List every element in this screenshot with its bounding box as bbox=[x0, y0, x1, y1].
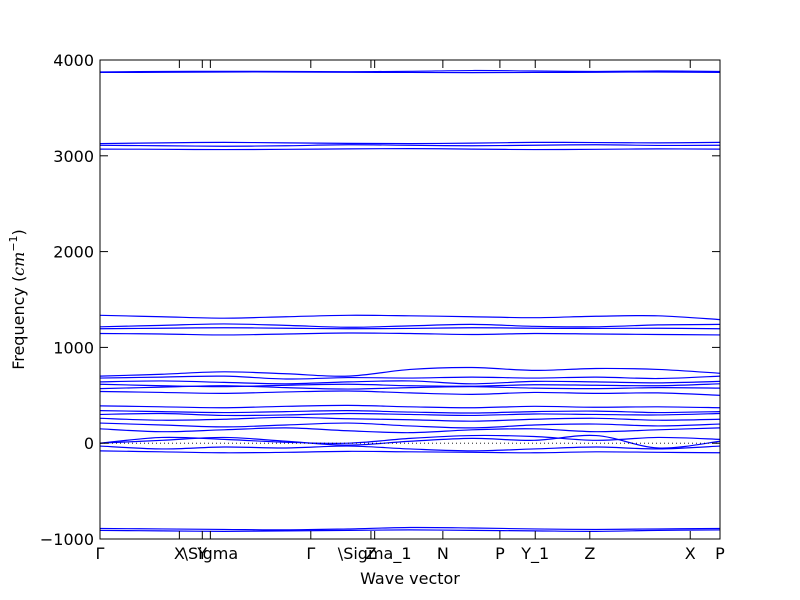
band-line-27 bbox=[99, 529, 721, 532]
band-line-16 bbox=[99, 404, 721, 409]
y-tick-label: −1000 bbox=[40, 530, 94, 549]
band-line-1 bbox=[99, 71, 721, 74]
y-axis-ticks: −1000 0 1000 2000 3000 4000 bbox=[40, 51, 720, 549]
x-tick-label: Z bbox=[584, 544, 595, 563]
y-tick-label: 3000 bbox=[53, 147, 94, 166]
y-axis-title-exponent: −1 bbox=[7, 235, 20, 251]
plot-lines bbox=[99, 69, 721, 532]
x-tick-label: N bbox=[437, 544, 449, 563]
x-axis-title: Wave vector bbox=[360, 569, 460, 588]
band-line-6 bbox=[99, 314, 721, 321]
band-line-12 bbox=[99, 380, 721, 385]
x-axis-ticks: Γ X Y\Sigma Γ Z\Sigma_1 N P Y_1 Z X P bbox=[96, 60, 725, 564]
x-tick-label: \Sigma_1 bbox=[338, 544, 412, 564]
band-line-17 bbox=[99, 410, 721, 414]
band-line-26 bbox=[99, 526, 721, 531]
x-tick-label: Y_1 bbox=[520, 544, 549, 564]
x-tick-label: Γ bbox=[306, 544, 315, 563]
band-line-8 bbox=[99, 327, 721, 330]
x-tick-label: \Sigma bbox=[183, 544, 239, 563]
band-line-2 bbox=[99, 69, 721, 73]
band-line-21 bbox=[99, 427, 721, 434]
y-tick-label: 0 bbox=[84, 434, 94, 453]
band-line-11 bbox=[99, 375, 721, 380]
band-line-14 bbox=[99, 385, 721, 390]
x-tick-label: X bbox=[685, 544, 696, 563]
band-line-19 bbox=[99, 416, 721, 422]
x-tick-label: X bbox=[174, 544, 185, 563]
x-tick-label: P bbox=[495, 544, 505, 563]
band-line-25 bbox=[99, 450, 721, 454]
y-axis-title-close: ) bbox=[9, 229, 28, 235]
band-line-15 bbox=[99, 390, 721, 396]
x-tick-label: Γ bbox=[96, 544, 105, 563]
band-line-10 bbox=[99, 366, 721, 377]
y-axis-title: Frequency (cm−1) bbox=[7, 229, 28, 370]
band-line-13 bbox=[99, 383, 721, 388]
x-tick-label: Z bbox=[365, 544, 376, 563]
band-line-24 bbox=[99, 445, 721, 452]
y-tick-label: 1000 bbox=[53, 338, 94, 357]
band-line-7 bbox=[99, 323, 721, 328]
band-line-18 bbox=[99, 412, 721, 417]
y-axis-title-main: Frequency ( bbox=[9, 276, 28, 370]
band-line-9 bbox=[99, 332, 721, 336]
band-line-4 bbox=[99, 144, 721, 147]
band-line-22 bbox=[99, 434, 721, 445]
band-line-3 bbox=[99, 141, 721, 145]
band-line-20 bbox=[99, 422, 721, 429]
y-tick-label: 4000 bbox=[53, 51, 94, 70]
band-line-5 bbox=[99, 148, 721, 151]
plot-frame bbox=[99, 59, 721, 540]
x-tick-label: Y bbox=[196, 544, 207, 563]
band-line-23 bbox=[99, 434, 721, 449]
y-axis-title-unit: cm bbox=[9, 252, 28, 276]
x-tick-label: P bbox=[715, 544, 725, 563]
y-tick-label: 2000 bbox=[53, 243, 94, 262]
